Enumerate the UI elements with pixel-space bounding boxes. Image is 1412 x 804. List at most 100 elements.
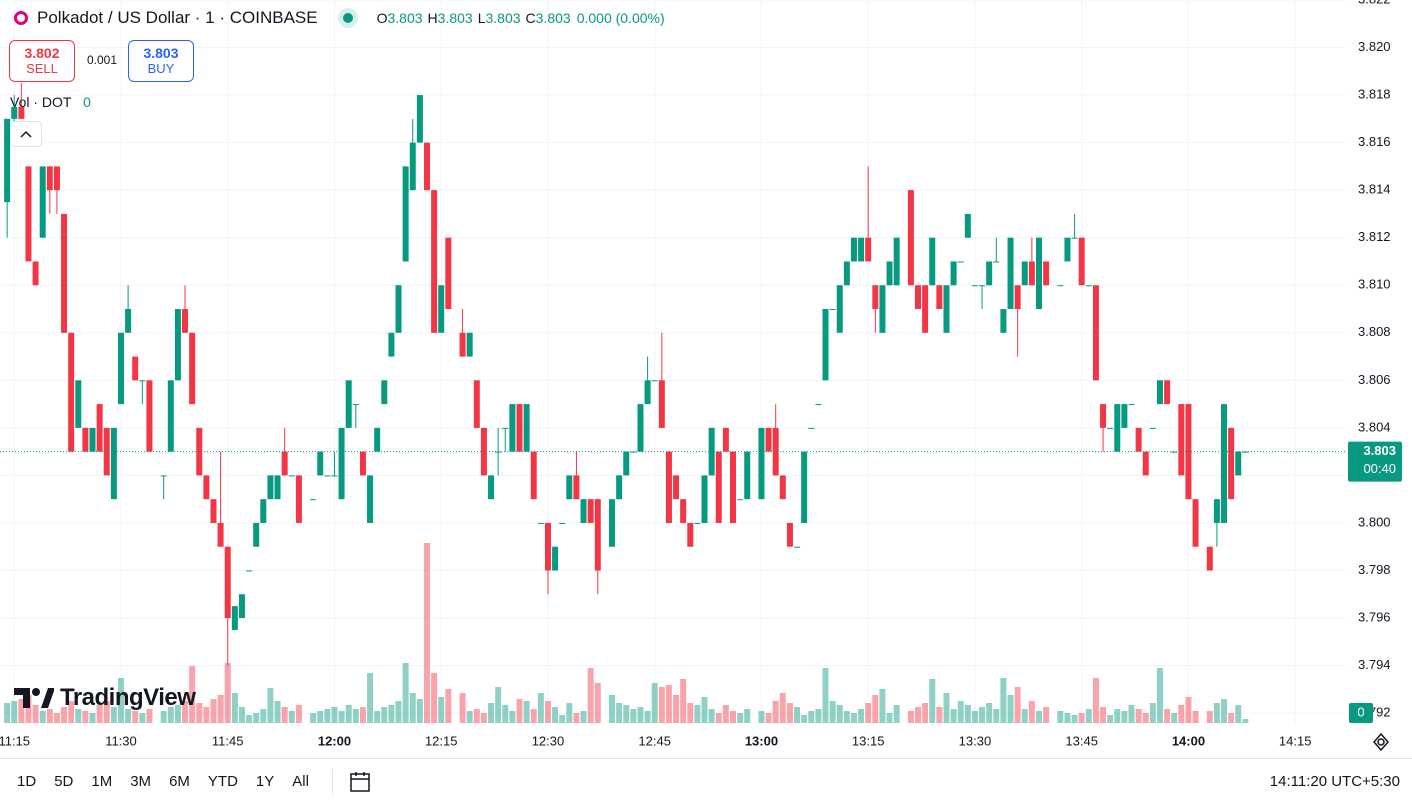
last-price-label: 3.803 [1363, 443, 1396, 458]
volume-bar [858, 709, 865, 723]
collapse-icon [20, 130, 32, 138]
date-range-button[interactable] [347, 769, 373, 795]
volume-value-box [1349, 703, 1373, 723]
candle-body [772, 427, 779, 476]
candle-body [224, 546, 231, 619]
volume-bar [1149, 703, 1156, 723]
settings-button[interactable] [1371, 732, 1391, 757]
sell-button[interactable]: 3.802 SELL [9, 40, 75, 82]
volume-bar [922, 703, 929, 723]
volume-bar [879, 689, 886, 723]
market-status [337, 8, 358, 28]
volume-bar [772, 701, 779, 723]
collapse-button[interactable] [10, 121, 42, 147]
volume-bar [203, 707, 210, 723]
candle-body [260, 499, 267, 523]
candle-body [1228, 427, 1235, 500]
candle-body [466, 332, 473, 357]
volume-bar [395, 701, 402, 723]
candle-body [637, 404, 644, 452]
candle-body [1192, 499, 1199, 547]
candle-body [502, 427, 509, 429]
candle-body [338, 427, 345, 500]
candle-body [1100, 404, 1107, 428]
symbol-title[interactable]: Polkadot / US Dollar · 1 · COINBASE [37, 8, 318, 27]
candle-body [1156, 380, 1163, 405]
volume-bar [829, 701, 836, 723]
candle-body [559, 522, 566, 524]
symbol-legend: Polkadot / US Dollar · 1 · COINBASE O3.8… [14, 8, 665, 28]
candle-body [979, 285, 986, 287]
volume-bar [1028, 701, 1035, 723]
volume-bar [943, 693, 950, 723]
candle-body [210, 499, 217, 523]
volume-bar [324, 709, 331, 723]
candle-body [352, 404, 359, 406]
y-tick-label: 3.810 [1358, 277, 1391, 292]
candle-body [1235, 451, 1242, 476]
volume-bar [1178, 705, 1185, 723]
volume-bar [32, 705, 39, 723]
candle-body [267, 475, 274, 500]
volume-bar [402, 663, 409, 723]
range-button[interactable]: All [292, 773, 309, 790]
volume-bar [936, 707, 943, 723]
candle-body [488, 475, 495, 500]
buy-button[interactable]: 3.803 BUY [128, 40, 194, 82]
volume-bar [1000, 678, 1007, 723]
volume-bar [167, 707, 174, 723]
ohlc-value: 3.803 [535, 10, 571, 26]
volume-bar [1192, 711, 1199, 723]
candle-body [971, 285, 978, 287]
spread: 0.001 [87, 53, 118, 67]
range-button[interactable]: 1M [91, 773, 113, 790]
volume-bar [288, 711, 295, 723]
volume-bar [25, 695, 32, 723]
range-button[interactable]: 1D [17, 773, 37, 790]
candle-body [836, 285, 843, 333]
candle-body [459, 332, 466, 357]
x-tick-label: 14:00 [1172, 733, 1205, 748]
volume-bar [480, 713, 487, 723]
volume-bar [687, 703, 694, 723]
ohlc-value: 3.803 [437, 10, 473, 26]
buy-label: BUY [147, 61, 175, 76]
volume-bar [566, 703, 573, 723]
candle-body [89, 427, 96, 452]
candle-body [110, 427, 117, 500]
ohlc-key: H [427, 10, 438, 26]
y-tick-label: 3.806 [1358, 372, 1391, 387]
volume-bar [865, 703, 872, 723]
volume-legend: Vol · DOT 0 [10, 94, 91, 110]
volume-bar [986, 703, 993, 723]
candle-body [644, 380, 651, 405]
range-button[interactable]: 3M [130, 773, 152, 790]
range-button[interactable]: YTD [207, 773, 238, 790]
volume-bar [1242, 719, 1249, 723]
candle-body [1085, 285, 1092, 287]
volume-bar [843, 711, 850, 723]
volume-bar [1221, 699, 1228, 723]
y-tick-label: 3.812 [1358, 229, 1391, 244]
volume-bar [929, 679, 936, 723]
volume-bar [1100, 707, 1107, 723]
volume-bar [1092, 678, 1099, 723]
range-button[interactable]: 1Y [255, 773, 275, 790]
volume-bar [822, 668, 829, 723]
volume-bar [1007, 695, 1014, 723]
volume-bar [1043, 707, 1050, 723]
x-tick-label: 11:15 [0, 733, 30, 748]
range-button[interactable]: 6M [169, 773, 190, 790]
volume-bar [466, 711, 473, 723]
volume-bar [68, 701, 75, 723]
candle-body [1092, 285, 1099, 381]
volume-value: 0 [83, 94, 91, 110]
candle-body [1014, 285, 1021, 310]
volume-bar [18, 699, 25, 723]
volume-bar [786, 703, 793, 723]
candle-body [416, 95, 423, 143]
range-button[interactable]: 5D [54, 773, 74, 790]
candle-body [39, 166, 46, 238]
candle-body [288, 475, 295, 477]
